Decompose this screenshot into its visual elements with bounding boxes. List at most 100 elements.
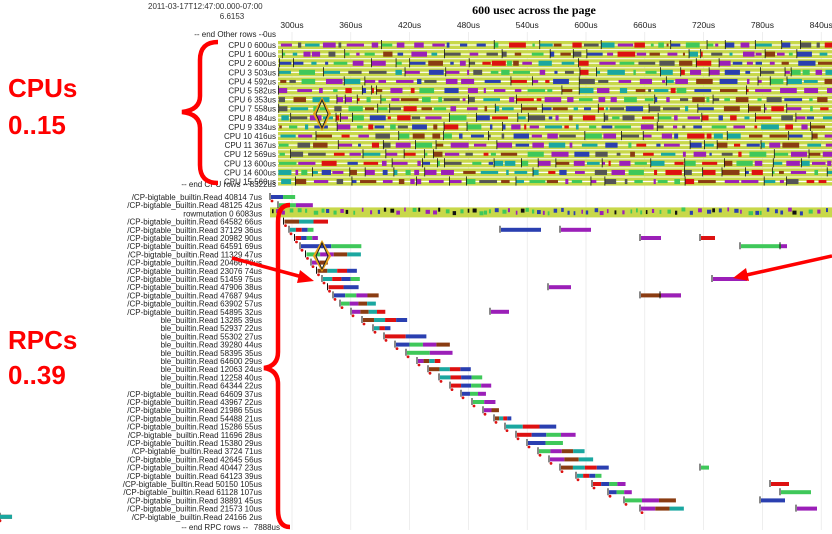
cpu-activity-span <box>311 51 321 57</box>
rpc-remote-span <box>797 506 817 511</box>
axis-tick-label: 840us <box>810 20 832 30</box>
axis-tick-label: 480us <box>457 20 480 30</box>
rowmutation-event <box>689 210 693 215</box>
cpu-activity-span <box>461 78 475 84</box>
cpu-activity-span <box>619 88 628 94</box>
axis-tick-label: 780us <box>751 20 774 30</box>
cpu-activity-span <box>539 69 546 75</box>
cpu-activity-span <box>649 106 661 112</box>
cpu-activity-span <box>713 98 720 102</box>
cpu-activity-span <box>297 42 302 48</box>
cpu-activity-span <box>445 70 460 74</box>
cpu-activity-span <box>415 142 433 148</box>
cpu-activity-span <box>781 61 789 65</box>
cpu-activity-span <box>323 70 341 74</box>
cpu-activity-span <box>749 151 767 157</box>
cpu-activity-span <box>319 88 323 94</box>
rpc-span-segment <box>385 318 397 322</box>
rpc-span-segment <box>429 350 453 355</box>
cpu-activity-span <box>301 169 308 175</box>
rpc-row-label: /CP-bigtable_builtin.Read 37129 36us <box>127 226 262 235</box>
cpu-activity-span <box>398 133 410 139</box>
rpc-remote-span <box>781 490 811 495</box>
rowmutation-event <box>515 210 518 215</box>
cpu-activity-span <box>815 69 823 75</box>
cpu-activity-span <box>586 52 603 56</box>
cpu-activity-span <box>348 106 363 112</box>
cpu-activity-span <box>659 60 675 66</box>
cpu-activity-span <box>490 70 499 74</box>
cpu-activity-span <box>730 115 737 121</box>
cpu-activity-span <box>618 79 632 83</box>
cpu-activity-span <box>433 124 438 130</box>
cpu-activity-span <box>715 43 719 47</box>
rpc-row-label: ble_builtin.Read 52937 22us <box>161 324 262 333</box>
rpc-remote-span <box>491 309 509 314</box>
cpu-activity-span <box>322 42 336 48</box>
cpu-activity-span <box>644 98 654 102</box>
cpu-activity-span <box>697 107 714 111</box>
cpu-activity-span <box>617 43 634 47</box>
cpu-activity-span <box>769 134 788 138</box>
cpu-activity-span <box>684 160 696 166</box>
rpc-row-label: /CP-bigtable_builtin.Read 48125 42us <box>127 201 262 210</box>
cpu-activity-span <box>347 161 358 165</box>
rowmutation-event <box>659 209 662 214</box>
cpu-activity-span <box>312 170 318 174</box>
rpc-span-segment <box>577 473 584 478</box>
cpu-activity-span <box>685 106 689 112</box>
cpu-activity-span <box>702 161 718 165</box>
cpu-activity-span <box>785 70 790 74</box>
page-title: 600 usec across the page <box>472 3 596 17</box>
cpu-activity-span <box>658 116 672 120</box>
rpc-span-segment <box>429 367 440 372</box>
rpc-span-segment <box>350 277 360 281</box>
cpu-activity-span <box>433 151 443 157</box>
rpc-span-segment <box>407 350 430 355</box>
cpu-activity-span <box>778 170 784 174</box>
cpu-activity-span <box>706 97 710 103</box>
cpu-activity-span <box>387 116 391 120</box>
cpu-activity-span <box>390 124 396 130</box>
cpu-activity-span <box>817 97 828 103</box>
rpc-span-segment <box>477 391 486 396</box>
cpu-row-label: CPU 8 484us <box>228 114 276 123</box>
rpc-row-label: /CP-bigtable_builtin.Read 40447 23us <box>127 464 262 473</box>
cpu-activity-span <box>527 89 546 93</box>
cpu-activity-span <box>396 79 414 83</box>
cpu-activity-span <box>786 160 800 166</box>
cpu-activity-span <box>358 143 361 147</box>
cpu-activity-span <box>410 88 415 94</box>
cpu-activity-span <box>755 52 762 56</box>
cpu-activity-span <box>635 89 646 93</box>
cpu-activity-span <box>800 42 812 48</box>
rowmutation-event <box>433 210 438 215</box>
cpu-activity-span <box>654 169 658 175</box>
rpc-row-label: /CP-bigtable_builtin.Read 64582 66us <box>127 218 262 227</box>
cpu-activity-span <box>397 125 408 129</box>
cpu-activity-span <box>738 151 742 157</box>
cpu-activity-span <box>424 169 437 175</box>
cpu-activity-span <box>352 60 364 66</box>
cpu-activity-span <box>517 116 526 120</box>
cpu-activity-span <box>648 89 652 93</box>
cpu-activity-span <box>584 133 602 139</box>
rowmutation-event <box>494 208 499 213</box>
cpu-activity-span <box>468 97 475 103</box>
cpu-activity-span <box>351 180 357 184</box>
rowmutation-event <box>537 210 541 215</box>
cpu-activity-span <box>380 98 386 102</box>
axis-tick-label: 720us <box>692 20 715 30</box>
rpc-row-label: /CP-bigtable_builtin.Read 64591 69us <box>127 242 262 251</box>
cpu-activity-span <box>492 116 508 120</box>
cpu-activity-span <box>601 125 613 129</box>
rpc-span-segment <box>283 195 296 199</box>
cpu-activity-span <box>745 170 749 174</box>
cpu-activity-span <box>414 42 424 48</box>
rowmutation-event <box>606 209 609 214</box>
rpc-row-label: /CP-bigtable_builtin.Read 47687 94us <box>127 291 262 300</box>
rpc-span-segment <box>332 277 342 281</box>
cpu-activity-span <box>328 51 336 57</box>
cpu-activity-span <box>340 116 348 120</box>
cpu-activity-span <box>313 180 329 184</box>
